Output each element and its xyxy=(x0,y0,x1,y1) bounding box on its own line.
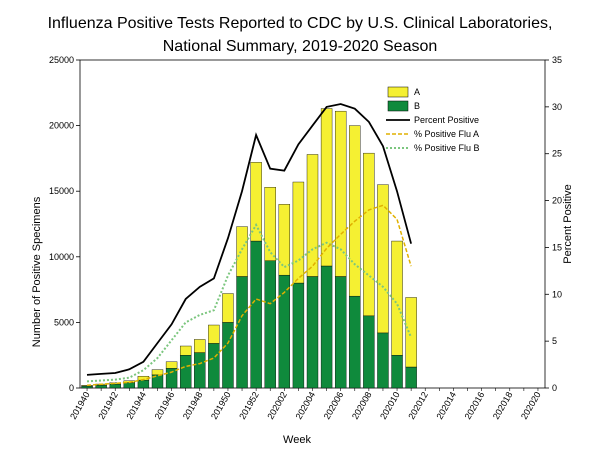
y-tick-label: 25000 xyxy=(49,55,74,65)
y2-axis-label: Percent Positive xyxy=(562,184,574,263)
x-tick-label: 201950 xyxy=(209,390,233,421)
y-tick-label: 15000 xyxy=(49,186,74,196)
bar-flu-b xyxy=(405,366,417,389)
x-tick-label: 202012 xyxy=(406,390,430,421)
y2-tick-label: 10 xyxy=(552,289,562,299)
x-tick-label: 201944 xyxy=(124,390,148,421)
x-tick-label: 201948 xyxy=(181,390,205,421)
bar-flu-a xyxy=(306,154,319,277)
bar-flu-b xyxy=(363,315,375,389)
bar-flu-b xyxy=(95,384,107,389)
y-tick-label: 10000 xyxy=(49,252,74,262)
bar-flu-b xyxy=(208,343,220,389)
y2-tick-label: 20 xyxy=(552,196,562,206)
bar-flu-a xyxy=(165,361,178,369)
bar-flu-a xyxy=(391,240,403,356)
bar-flu-b xyxy=(137,379,150,389)
line-percent-positive xyxy=(86,103,412,376)
y2-tick-label: 30 xyxy=(552,102,562,112)
y2-tick-label: 15 xyxy=(552,242,562,252)
x-tick-label: 202018 xyxy=(491,390,515,421)
bar-flu-b xyxy=(320,265,333,389)
legend-label: A xyxy=(414,87,420,97)
line-percent-positive-flu-b xyxy=(86,222,413,383)
legend-swatch xyxy=(387,100,409,112)
bar-flu-a xyxy=(363,152,375,317)
bar-flu-a xyxy=(320,108,333,267)
y2-tick-label: 35 xyxy=(552,55,562,65)
bar-flu-b xyxy=(334,276,347,389)
bar-flu-a xyxy=(179,345,192,356)
y-tick-label: 0 xyxy=(69,383,74,393)
bar-flu-b xyxy=(236,276,248,389)
bar-flu-a xyxy=(349,125,361,297)
x-tick-label: 202006 xyxy=(322,390,346,421)
chart-subtitle: National Summary, 2019-2020 Season xyxy=(163,38,438,55)
bar-flu-b xyxy=(264,260,276,389)
bar-flu-a xyxy=(236,226,248,277)
bar-flu-a xyxy=(292,181,305,284)
x-tick-label: 202002 xyxy=(265,390,289,421)
y-tick-label: 20000 xyxy=(49,121,74,131)
y2-tick-label: 0 xyxy=(552,383,557,393)
legend-label: % Positive Flu A xyxy=(414,129,479,139)
x-axis-label: Week xyxy=(283,434,311,446)
legend-label: % Positive Flu B xyxy=(414,143,480,153)
bar-flu-a xyxy=(334,110,347,277)
x-tick-label: 201940 xyxy=(68,390,92,421)
bar-flu-b xyxy=(306,276,319,389)
bar-flu-b xyxy=(123,382,136,389)
bar-flu-b xyxy=(81,385,93,389)
bar-flu-a xyxy=(377,184,389,334)
x-tick-label: 201952 xyxy=(237,390,261,421)
bar-flu-a xyxy=(278,204,291,276)
bar-flu-a xyxy=(194,339,206,353)
bar-flu-a xyxy=(264,187,276,261)
bar-flu-b xyxy=(292,282,305,389)
bar-flu-a xyxy=(151,369,164,376)
legend-label: B xyxy=(414,101,420,111)
bar-flu-b xyxy=(349,295,361,389)
bar-flu-b xyxy=(179,355,192,389)
x-tick-label: 202010 xyxy=(378,390,402,421)
bar-flu-b xyxy=(391,355,403,389)
y-axis-label: Number of Positive Specimens xyxy=(31,196,43,347)
line-percent-positive-flu-a xyxy=(86,204,412,386)
bar-flu-a xyxy=(405,297,417,368)
x-tick-label: 202016 xyxy=(463,390,487,421)
bar-flu-b xyxy=(165,368,178,389)
chart-title: Influenza Positive Tests Reported to CDC… xyxy=(48,15,553,32)
bar-flu-a xyxy=(208,324,220,344)
bar-flu-b xyxy=(109,383,121,389)
x-tick-label: 201946 xyxy=(153,390,177,421)
x-tick-label: 202004 xyxy=(294,390,318,421)
y2-tick-label: 5 xyxy=(552,336,557,346)
legend-swatch xyxy=(387,86,409,98)
x-tick-label: 201942 xyxy=(96,390,120,421)
x-tick-label: 202014 xyxy=(434,390,458,421)
bar-flu-a xyxy=(250,162,262,242)
x-tick-label: 202020 xyxy=(519,390,543,421)
legend-label: Percent Positive xyxy=(414,115,479,125)
bar-flu-b xyxy=(377,332,389,389)
y2-tick-label: 25 xyxy=(552,149,562,159)
bar-flu-b xyxy=(250,240,262,389)
bar-flu-a xyxy=(222,293,234,323)
x-tick-label: 202008 xyxy=(350,390,374,421)
y-tick-label: 5000 xyxy=(54,317,74,327)
bar-flu-b xyxy=(222,322,234,389)
bar-flu-b xyxy=(194,352,206,389)
